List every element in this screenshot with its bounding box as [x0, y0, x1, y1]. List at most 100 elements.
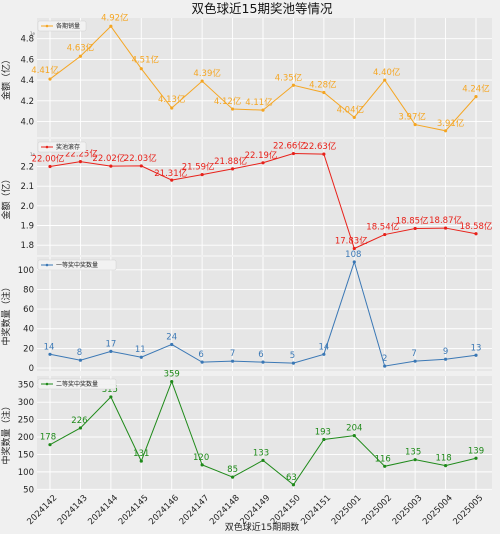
- y-tick-label: 4.0: [20, 117, 34, 127]
- data-label: 18.58亿: [460, 221, 493, 232]
- data-label: 4.11亿: [245, 97, 272, 108]
- data-point: [352, 260, 356, 264]
- data-label: 5: [290, 351, 295, 361]
- data-point: [291, 151, 296, 156]
- legend-label: 奖池滚存: [56, 143, 80, 151]
- y-tick-label: 4.2: [20, 97, 34, 107]
- y-tick-label: 80: [23, 285, 34, 295]
- data-point: [322, 352, 326, 356]
- data-point: [170, 106, 174, 110]
- y-axis-label: 中奖数量（注）: [0, 401, 12, 464]
- data-label: 22.19亿: [245, 150, 278, 161]
- legend-box: [37, 141, 87, 153]
- y-tick-label: 4.6: [20, 55, 34, 65]
- data-point: [139, 459, 143, 463]
- data-label: 17: [105, 339, 116, 349]
- panel-4: 50 100 150 200 250 300 350 中奖数量（注） 178 226 315 131 3…: [0, 370, 492, 495]
- data-label: 178: [40, 433, 56, 443]
- data-label: 11: [135, 345, 146, 355]
- y-tick-label: 250: [18, 416, 34, 426]
- data-label: 6: [258, 350, 263, 360]
- data-point: [352, 115, 356, 119]
- data-point: [322, 90, 326, 95]
- panel-1: 4.0 4.2 4.4 4.6 4.81e 金额（亿） 4.41亿 4.63亿 4.92亿 4.5…: [0, 12, 492, 137]
- data-label: 4.35亿: [275, 72, 302, 83]
- data-point: [474, 353, 478, 357]
- legend-box: [37, 378, 117, 390]
- data-label: 226: [71, 416, 87, 426]
- data-point: [261, 458, 265, 462]
- data-point: [383, 464, 387, 468]
- data-label: 63: [286, 473, 297, 483]
- data-label: 315: [102, 385, 118, 395]
- data-point: [109, 164, 113, 168]
- data-point: [474, 95, 478, 99]
- data-point: [78, 426, 83, 430]
- data-point: [322, 437, 326, 442]
- plot-area: [37, 257, 492, 371]
- y-axis-label: 金额（亿）: [0, 55, 12, 100]
- data-label: 4.13亿: [158, 94, 185, 105]
- data-label: 13: [471, 343, 482, 353]
- data-point: [261, 161, 265, 165]
- plot-area: [37, 139, 492, 255]
- legend-marker: [45, 382, 49, 386]
- y-tick-label: 2.1: [20, 182, 34, 192]
- data-label: 4.51亿: [132, 55, 159, 66]
- data-label: 22.66亿: [273, 141, 306, 152]
- data-label: 4.04亿: [337, 104, 364, 115]
- data-point: [200, 463, 204, 467]
- y-tick-label: 60: [23, 305, 34, 315]
- legend-box: [37, 259, 117, 271]
- data-label: 193: [315, 427, 331, 437]
- data-label: 4.41亿: [31, 65, 58, 76]
- data-point: [413, 122, 417, 127]
- y-tick-label: 100: [18, 266, 34, 276]
- data-point: [230, 359, 235, 363]
- data-label: 6: [198, 350, 203, 360]
- data-point: [139, 67, 143, 71]
- data-label: 22.03亿: [124, 153, 157, 164]
- y-axis-label: 中奖数量（注）: [0, 282, 12, 345]
- data-label: 22.00亿: [32, 154, 65, 165]
- data-label: 4.24亿: [462, 84, 489, 95]
- legend-label: 二等奖中奖数量: [56, 380, 98, 388]
- data-point: [443, 226, 448, 230]
- data-label: 22.63亿: [303, 141, 336, 152]
- data-label: 85: [227, 465, 238, 475]
- data-point: [413, 226, 417, 231]
- data-point: [443, 129, 448, 133]
- chart-title: 双色球近15期奖池等情况: [192, 1, 333, 16]
- y-tick-label: 2.0: [20, 202, 34, 212]
- data-point: [48, 443, 52, 447]
- x-axis-label: 双色球近15期期数: [225, 521, 299, 533]
- data-point: [78, 160, 83, 164]
- data-label: 14: [318, 342, 329, 352]
- data-label: 135: [405, 448, 421, 458]
- data-label: 4.92亿: [101, 12, 128, 23]
- data-point: [413, 359, 417, 363]
- data-point: [78, 54, 83, 58]
- data-point: [261, 360, 265, 364]
- data-label: 24: [166, 332, 177, 342]
- y-tick-label: 1.9: [20, 222, 34, 232]
- data-label: 7: [230, 349, 235, 359]
- data-point: [291, 83, 296, 87]
- data-label: 18.85亿: [396, 215, 429, 226]
- legend-label: 一等奖中奖数量: [56, 261, 98, 269]
- data-point: [139, 164, 143, 168]
- data-label: 8: [77, 348, 82, 358]
- data-label: 21.31亿: [154, 168, 187, 179]
- data-point: [383, 364, 387, 368]
- data-label: 4.63亿: [67, 42, 94, 53]
- data-label: 108: [345, 250, 361, 260]
- panel-3: 0 20 40 60 80 100 中奖数量（注） 14 8 17 11 24 6 7 6 5 14 108 2 7 9…: [0, 250, 492, 374]
- plot-area: [37, 18, 492, 137]
- data-point: [230, 475, 235, 479]
- y-tick-label: 100: [18, 468, 34, 478]
- y-tick-label: 200: [18, 433, 34, 443]
- data-label: 7: [411, 349, 416, 359]
- y-tick-label: 350: [18, 381, 34, 391]
- y-tick-label: 4.4: [20, 76, 34, 86]
